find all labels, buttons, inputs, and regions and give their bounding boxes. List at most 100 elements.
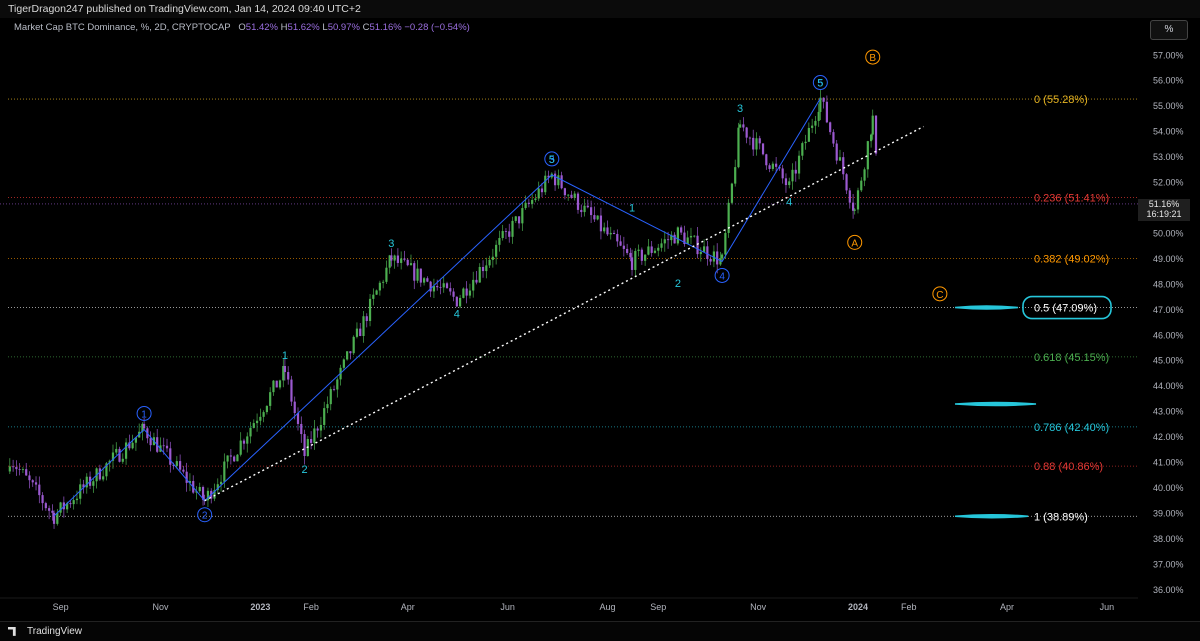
tradingview-logo[interactable]: TradingView [8,626,82,637]
candle-body [637,249,640,251]
candle-body [206,490,210,501]
candle-body [860,180,863,191]
fib-level-label: 0.786 (42.40%) [1034,422,1109,434]
candle-body [162,445,165,447]
candle-body [563,188,567,196]
x-tick-label: 2023 [250,602,270,612]
candle-body [323,408,326,425]
candle-body [576,193,580,210]
candle-body [468,290,472,296]
y-tick-label: 38.00% [1153,534,1184,544]
candle-body [874,115,878,154]
candle-body [742,124,745,128]
candle-body [332,389,336,390]
candle-body [293,401,296,414]
candle-body [188,481,192,483]
candle-body [540,188,544,193]
wave-label: 4 [786,197,792,209]
candle-body [570,194,573,198]
candle-body [712,251,716,262]
candle-body [283,366,287,373]
current-price-value: 51.16% [1148,199,1180,209]
candle-body [599,215,603,232]
candle-body [426,278,429,282]
fib-level-label: 0.236 (51.41%) [1034,193,1109,205]
x-tick-label: Nov [152,602,169,612]
candle-body [537,188,540,199]
candle-body [409,263,413,266]
wave-label: A [851,238,858,249]
candle-body [784,178,788,186]
close-label: C [362,22,370,33]
candle-body [547,175,550,178]
percent-scale-button[interactable]: % [1150,20,1188,40]
candle-body [15,466,18,470]
candle-body [488,259,491,266]
candle-body [567,194,570,196]
candle-body [640,249,643,261]
candle-body [825,101,828,123]
candle-body [336,379,339,390]
y-tick-label: 40.00% [1153,483,1184,493]
candle-body [472,279,475,291]
candle-body [124,442,128,459]
elliott-wave-path [53,98,821,517]
y-tick-label: 53.00% [1153,152,1184,162]
candle-body [596,215,599,220]
y-tick-label: 45.00% [1153,356,1184,366]
y-tick-label: 52.00% [1153,178,1184,188]
candle-body [236,454,239,462]
candle-body [175,461,178,466]
candle-body [118,448,121,462]
high-label: H [280,22,288,33]
candle-body [272,380,275,393]
candle-body [326,404,329,409]
candle-body [811,125,814,128]
candle-body [242,440,246,444]
wave-label: 5 [549,154,555,166]
wave-label-circle [136,405,152,421]
candle-body [75,498,79,501]
candle-body [534,198,537,201]
candle-body [445,283,449,289]
candle-body [752,137,755,150]
candle-body [478,266,481,283]
x-tick-label: Apr [1000,602,1014,612]
candle-body [128,442,131,449]
publish-bar: TigerDragon247 published on TradingView.… [0,0,1200,18]
candle-body [131,442,134,449]
candle-body [788,181,791,186]
highlight-stroke [954,401,1037,407]
wave-label: 1 [141,409,147,420]
candle-body [239,440,242,455]
candle-body [629,252,632,258]
candle-body [755,138,758,150]
candle-body [553,173,557,186]
y-tick-label: 44.00% [1153,381,1184,391]
candle-body [185,471,188,483]
candle-body [265,405,268,413]
candle-body [807,127,810,142]
wave-label-circle [932,286,948,302]
candle-body [719,258,722,265]
candle-body [724,232,727,255]
candle-body [626,248,629,253]
wave-label: 5 [817,78,823,90]
highlight-stroke [954,514,1029,519]
candle-body [657,247,660,251]
candle-body [660,243,663,248]
candle-body [223,461,226,482]
candle-body [462,288,465,298]
candle-body [303,434,306,457]
candle-body [481,266,485,272]
candle-body [172,464,175,466]
wave-label: B [869,53,876,64]
wave-label: 4 [719,271,725,282]
candle-body [716,251,719,265]
candle-body [856,190,860,210]
y-tick-label: 49.00% [1153,254,1184,264]
candle-body [48,508,51,511]
candle-body [817,111,820,121]
wave-label: 2 [301,464,307,476]
